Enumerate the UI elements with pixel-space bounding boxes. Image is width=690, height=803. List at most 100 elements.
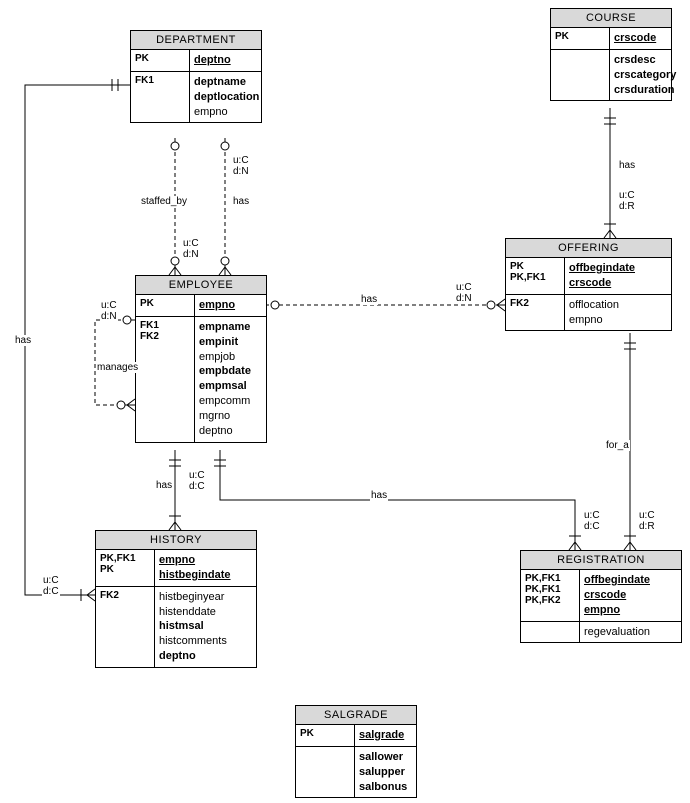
card-uc-6: u:C bbox=[618, 190, 636, 201]
entity-row: FK1deptnamedeptlocationempno bbox=[131, 72, 261, 123]
entity-employee: EMPLOYEEPKempnoFK1FK2empnameempinitempjo… bbox=[135, 275, 267, 443]
card-dr-6: d:R bbox=[618, 201, 636, 212]
entity-row: sallowersaluppersalbonus bbox=[296, 747, 416, 798]
attribute: deptno bbox=[159, 649, 252, 664]
entity-registration: REGISTRATIONPK,FK1PK,FK1PK,FK2offbeginda… bbox=[520, 550, 682, 643]
rel-off-emp-label: has bbox=[360, 294, 378, 305]
attribute: salbonus bbox=[359, 780, 412, 795]
attr-column: offlocationempno bbox=[565, 295, 671, 331]
card-dn-1: d:N bbox=[232, 166, 250, 177]
entity-title: SALGRADE bbox=[296, 706, 416, 725]
entity-title: OFFERING bbox=[506, 239, 671, 258]
card-dn-5: d:N bbox=[455, 293, 473, 304]
rel-manages-label: manages bbox=[96, 362, 139, 373]
entity-row: regevaluation bbox=[521, 622, 681, 643]
entity-row: PK,FK1PKempnohistbegindate bbox=[96, 550, 256, 587]
attribute: crscategory bbox=[614, 68, 676, 83]
attribute: crscode bbox=[614, 31, 667, 46]
key-column: PK bbox=[131, 50, 190, 71]
attr-column: histbeginyearhistenddatehistmsalhistcomm… bbox=[155, 587, 256, 667]
attribute: empbdate bbox=[199, 364, 262, 379]
entity-salgrade: SALGRADEPK salgrade sallowersaluppersalbon… bbox=[295, 705, 417, 798]
attr-column: crscode bbox=[610, 28, 671, 49]
rel-course-off-label: has bbox=[618, 160, 636, 171]
entity-row: PK salgrade bbox=[296, 725, 416, 747]
entity-row: FK1FK2empnameempinitempjobempbdateempmsa… bbox=[136, 317, 266, 442]
attribute: crscode bbox=[584, 588, 677, 603]
entity-row: PK crscode bbox=[551, 28, 671, 50]
rel-hist-dept-label: has bbox=[14, 335, 32, 346]
attribute: empno bbox=[159, 553, 252, 568]
entity-offering: OFFERINGPKPK,FK1offbegindatecrscodeFK2of… bbox=[505, 238, 672, 331]
rel-emp-reg-label: has bbox=[370, 490, 388, 501]
card-dn-3: d:N bbox=[100, 311, 118, 322]
entity-row: FK2histbeginyearhistenddatehistmsalhistc… bbox=[96, 587, 256, 667]
attribute: histbegindate bbox=[159, 568, 252, 583]
card-dc-9: d:C bbox=[42, 586, 60, 597]
key-column bbox=[521, 622, 580, 643]
attribute: histmsal bbox=[159, 619, 252, 634]
card-uc-9: u:C bbox=[42, 575, 60, 586]
key-column: FK1 bbox=[131, 72, 190, 123]
attribute: crsduration bbox=[614, 83, 676, 98]
attr-column: empnohistbegindate bbox=[155, 550, 256, 586]
attr-column: deptnamedeptlocationempno bbox=[190, 72, 263, 123]
attribute: regevaluation bbox=[584, 625, 677, 640]
attr-column: sallowersaluppersalbonus bbox=[355, 747, 416, 798]
attr-column: empnameempinitempjobempbdateempmsalempco… bbox=[195, 317, 266, 442]
card-dr-8: d:R bbox=[638, 521, 656, 532]
attribute: empno bbox=[584, 603, 677, 618]
attribute: empjob bbox=[199, 350, 262, 365]
entity-course: COURSEPKcrscodecrsdesccrscategorycrsdura… bbox=[550, 8, 672, 101]
attribute: empno bbox=[569, 313, 667, 328]
card-uc-5: u:C bbox=[455, 282, 473, 293]
attr-column: regevaluation bbox=[580, 622, 681, 643]
attribute: mgrno bbox=[199, 409, 262, 424]
attr-column: offbegindatecrscodeempno bbox=[580, 570, 681, 621]
attribute: salgrade bbox=[359, 728, 412, 743]
card-uc-4: u:C bbox=[188, 470, 206, 481]
rel-dept-has-label: has bbox=[232, 196, 250, 207]
attribute: crsdesc bbox=[614, 53, 676, 68]
entity-title: EMPLOYEE bbox=[136, 276, 266, 295]
entity-department: DEPARTMENTPKdeptnoFK1deptnamedeptlocatio… bbox=[130, 30, 262, 123]
entity-history: HISTORYPK,FK1PKempnohistbegindateFK2hist… bbox=[95, 530, 257, 668]
attr-column: salgrade bbox=[355, 725, 416, 746]
attr-column: crsdesccrscategorycrsduration bbox=[610, 50, 680, 101]
entity-row: FK2offlocationempno bbox=[506, 295, 671, 331]
card-uc-2: u:C bbox=[182, 238, 200, 249]
entity-row: PKPK,FK1offbegindatecrscode bbox=[506, 258, 671, 295]
key-column: PK bbox=[296, 725, 355, 746]
entity-row: PK,FK1PK,FK1PK,FK2offbegindatecrscodeemp… bbox=[521, 570, 681, 622]
rel-emp-hist-label: has bbox=[155, 480, 173, 491]
entity-title: COURSE bbox=[551, 9, 671, 28]
attribute: empcomm bbox=[199, 394, 262, 409]
attr-column: empno bbox=[195, 295, 266, 316]
attribute: deptlocation bbox=[194, 90, 259, 105]
attribute: histcomments bbox=[159, 634, 252, 649]
card-uc-3: u:C bbox=[100, 300, 118, 311]
rel-for-a-label: for_a bbox=[605, 440, 630, 451]
attribute: offbegindate bbox=[584, 573, 677, 588]
key-column: PK bbox=[551, 28, 610, 49]
attribute: salupper bbox=[359, 765, 412, 780]
key-column: FK2 bbox=[506, 295, 565, 331]
key-column: FK2 bbox=[96, 587, 155, 667]
entity-row: PKempno bbox=[136, 295, 266, 317]
attribute: empno bbox=[199, 298, 262, 313]
attribute: offlocation bbox=[569, 298, 667, 313]
card-dc-4: d:C bbox=[188, 481, 206, 492]
attribute: empmsal bbox=[199, 379, 262, 394]
key-column bbox=[296, 747, 355, 798]
entity-title: DEPARTMENT bbox=[131, 31, 261, 50]
key-column: PKPK,FK1 bbox=[506, 258, 565, 294]
attribute: deptname bbox=[194, 75, 259, 90]
key-column: FK1FK2 bbox=[136, 317, 195, 442]
attr-column: deptno bbox=[190, 50, 261, 71]
entity-row: PKdeptno bbox=[131, 50, 261, 72]
attribute: offbegindate bbox=[569, 261, 667, 276]
key-column: PK,FK1PK bbox=[96, 550, 155, 586]
attribute: sallower bbox=[359, 750, 412, 765]
entity-title: REGISTRATION bbox=[521, 551, 681, 570]
card-uc-1: u:C bbox=[232, 155, 250, 166]
